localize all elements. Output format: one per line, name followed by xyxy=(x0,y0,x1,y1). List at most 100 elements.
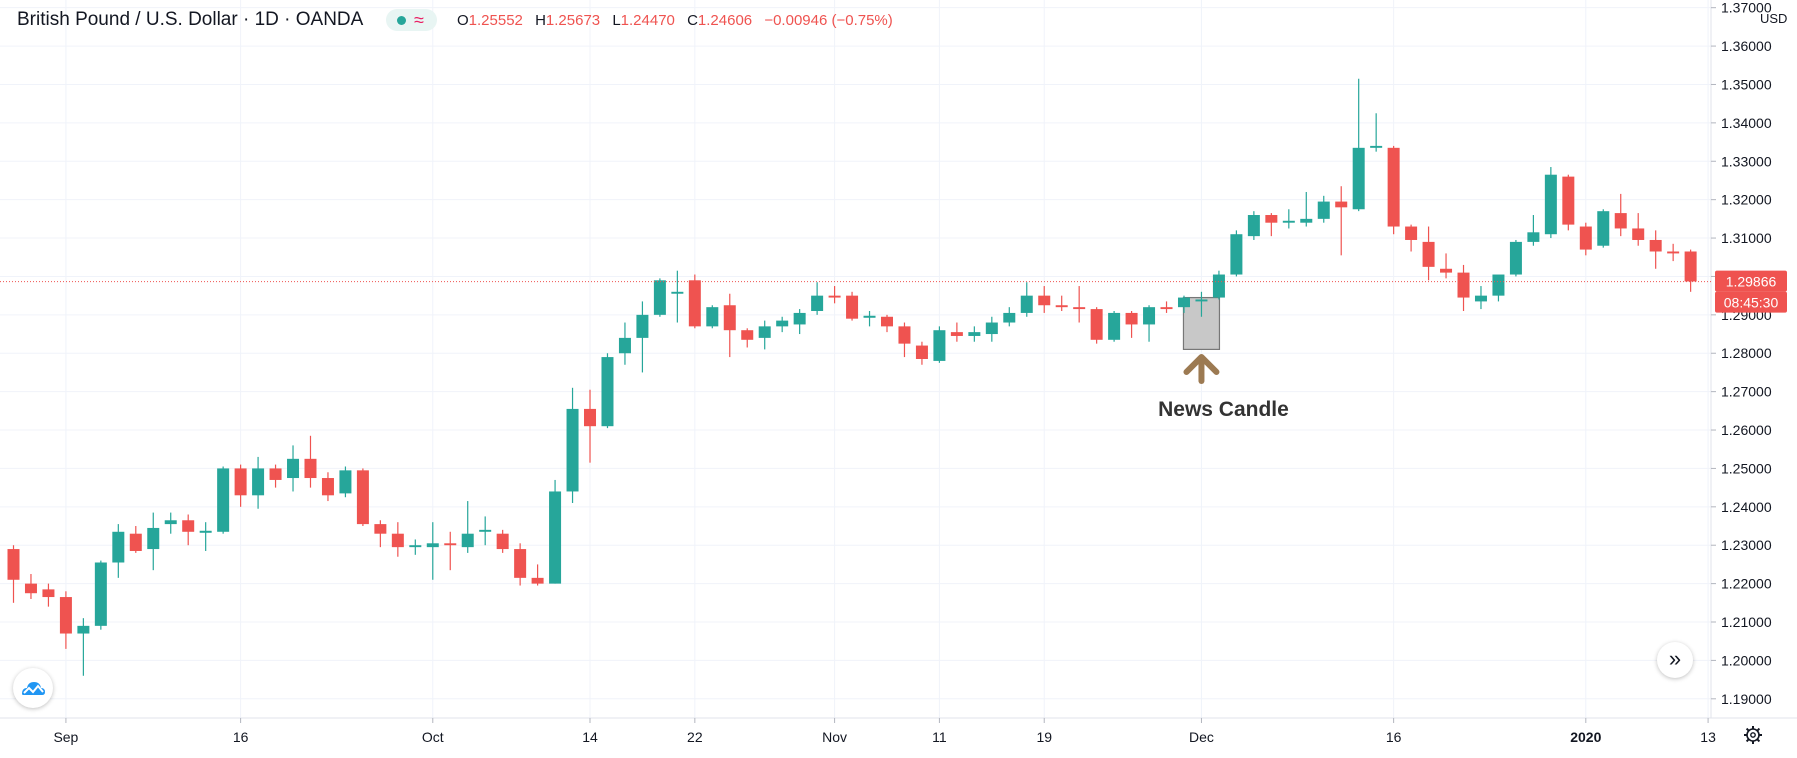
cloud-logo-icon xyxy=(22,682,45,695)
x-tick-label: Oct xyxy=(422,729,444,745)
high-value: 1.25673 xyxy=(545,12,601,29)
countdown-value: 08:45:30 xyxy=(1724,295,1779,311)
candle xyxy=(1282,209,1295,229)
x-tick-label: 2020 xyxy=(1570,729,1601,745)
candle-body xyxy=(1597,211,1610,246)
candle-body xyxy=(1457,272,1470,298)
candle-body xyxy=(1632,228,1645,240)
candle xyxy=(409,539,422,555)
candle xyxy=(1649,230,1662,269)
candle-body xyxy=(811,295,824,312)
candle-body xyxy=(846,295,859,319)
candle xyxy=(1527,215,1540,246)
candle xyxy=(723,293,736,358)
candle xyxy=(1457,264,1470,312)
candle-body xyxy=(426,543,439,548)
candle xyxy=(24,574,37,599)
candle-body xyxy=(793,312,806,325)
candle xyxy=(1509,239,1522,277)
candle xyxy=(1387,145,1400,235)
candle xyxy=(147,512,160,571)
candle-body xyxy=(24,583,37,594)
candle-body xyxy=(304,458,317,479)
candle-body xyxy=(881,316,893,327)
x-tick-label: 19 xyxy=(1036,729,1052,745)
candle-body xyxy=(321,478,334,496)
candle xyxy=(1544,167,1557,239)
candle xyxy=(356,468,369,527)
candle-body xyxy=(1509,241,1522,275)
candle-body xyxy=(1160,307,1173,310)
candle xyxy=(1597,209,1610,248)
candle xyxy=(479,516,492,546)
symbol-title[interactable]: British Pound / U.S. Dollar · 1D · OANDA xyxy=(17,9,364,30)
y-tick-label: 1.20000 xyxy=(1721,652,1772,668)
candle-body xyxy=(42,589,55,598)
low-value: 1.24470 xyxy=(620,12,675,29)
candle-body xyxy=(950,332,963,336)
candle-body xyxy=(1177,297,1190,308)
candle xyxy=(1405,224,1418,252)
candle-body xyxy=(863,315,876,318)
market-status-pill[interactable]: ≈ xyxy=(386,9,437,31)
candle-body xyxy=(374,524,387,534)
candle-body xyxy=(1090,309,1103,340)
candle xyxy=(1684,249,1697,292)
candle xyxy=(985,316,998,342)
candle-body xyxy=(1038,295,1051,306)
time-axis[interactable]: Sep 16 Oct 14 22 Nov 11 19 Dec 16 2020 13 xyxy=(53,718,1716,745)
candle-body xyxy=(1684,251,1697,282)
candle-body xyxy=(618,337,631,354)
candle xyxy=(1160,301,1173,313)
candle-body xyxy=(549,491,562,584)
tradingview-logo-button[interactable] xyxy=(13,668,53,708)
open-value: 1.25552 xyxy=(468,12,523,29)
x-tick-label: Nov xyxy=(822,729,847,745)
candle-body xyxy=(461,533,474,548)
candles xyxy=(7,78,1697,676)
candle xyxy=(601,353,614,429)
settings-gear-icon[interactable] xyxy=(1744,726,1762,744)
candle xyxy=(741,328,754,348)
candle-body xyxy=(776,320,789,327)
candle xyxy=(269,464,282,488)
candle xyxy=(1300,191,1313,227)
y-tick-label: 1.37000 xyxy=(1721,0,1772,16)
scroll-to-realtime-button[interactable]: » xyxy=(1657,642,1693,678)
x-tick-label: Dec xyxy=(1189,729,1214,745)
candle-body xyxy=(1474,295,1487,302)
candle-body xyxy=(77,625,90,634)
candle-body xyxy=(94,562,107,626)
candle xyxy=(112,524,125,578)
last-price-value: 1.29866 xyxy=(1726,274,1777,290)
candle xyxy=(164,512,177,534)
candle xyxy=(1090,307,1103,344)
candle-body xyxy=(1405,226,1418,240)
candle xyxy=(811,282,824,315)
candle xyxy=(1073,286,1086,323)
candle xyxy=(793,309,806,335)
x-tick-label: 14 xyxy=(582,729,598,745)
candle xyxy=(374,520,387,548)
candle xyxy=(426,522,439,580)
candle-body xyxy=(1108,312,1121,340)
candle xyxy=(618,322,631,365)
candle xyxy=(496,529,509,553)
candle xyxy=(968,326,981,342)
candle-body xyxy=(356,470,369,525)
currency-label: USD xyxy=(1760,11,1787,26)
news-candle-label: News Candle xyxy=(1158,398,1289,421)
candle xyxy=(321,472,334,502)
candle xyxy=(776,316,789,333)
candle xyxy=(94,560,107,630)
y-tick-label: 1.27000 xyxy=(1721,384,1772,400)
candle-body xyxy=(1247,215,1260,237)
candle-body xyxy=(1352,147,1365,210)
candle-body xyxy=(1527,232,1540,242)
candle xyxy=(881,314,893,333)
candle xyxy=(653,278,666,317)
candle xyxy=(252,456,265,509)
candle xyxy=(1230,230,1243,277)
price-axis[interactable]: 1.19000 1.20000 1.21000 1.22000 1.23000 1.240… xyxy=(1711,0,1787,707)
